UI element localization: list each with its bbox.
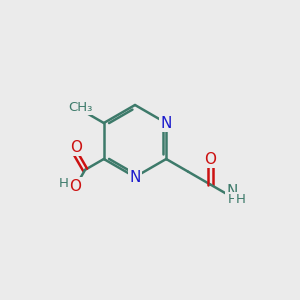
Text: H: H <box>58 177 68 190</box>
Text: O: O <box>70 140 82 154</box>
Text: H: H <box>228 193 238 206</box>
Text: N: N <box>227 184 238 199</box>
Text: H: H <box>236 193 246 206</box>
Text: O: O <box>69 179 81 194</box>
Text: CH₃: CH₃ <box>68 100 92 114</box>
Text: N: N <box>160 116 172 130</box>
Text: N: N <box>129 169 141 184</box>
Text: O: O <box>204 152 216 167</box>
